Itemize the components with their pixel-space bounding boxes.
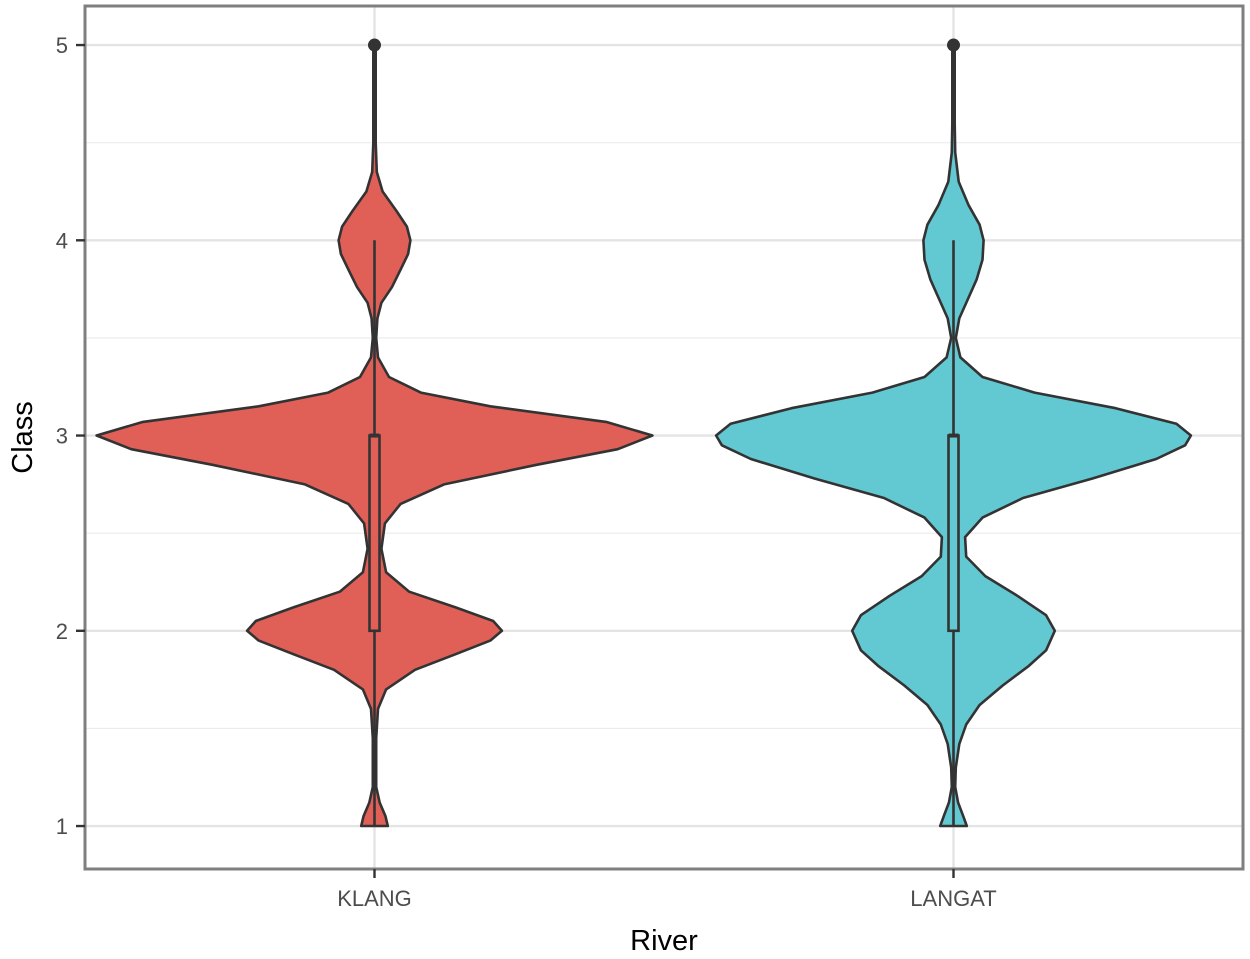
box-langat [947,434,960,633]
x-tick-label: LANGAT [910,886,996,911]
y-tick-label: 4 [56,228,68,253]
y-tick-label: 1 [56,814,68,839]
outlier-point [368,38,381,52]
axes: 1 2 3 4 5 KLANG LANGAT [56,33,997,911]
y-tick-label: 2 [56,619,68,644]
box-klang [368,434,381,633]
violins [95,38,1193,828]
x-axis-title: River [630,925,698,957]
y-tick-label: 3 [56,424,68,449]
y-tick-label: 5 [56,33,68,58]
outlier-point [947,38,960,52]
x-tick-label: KLANG [337,886,412,911]
y-axis-title: Class [7,401,39,474]
plot-panel-border [83,4,1245,871]
